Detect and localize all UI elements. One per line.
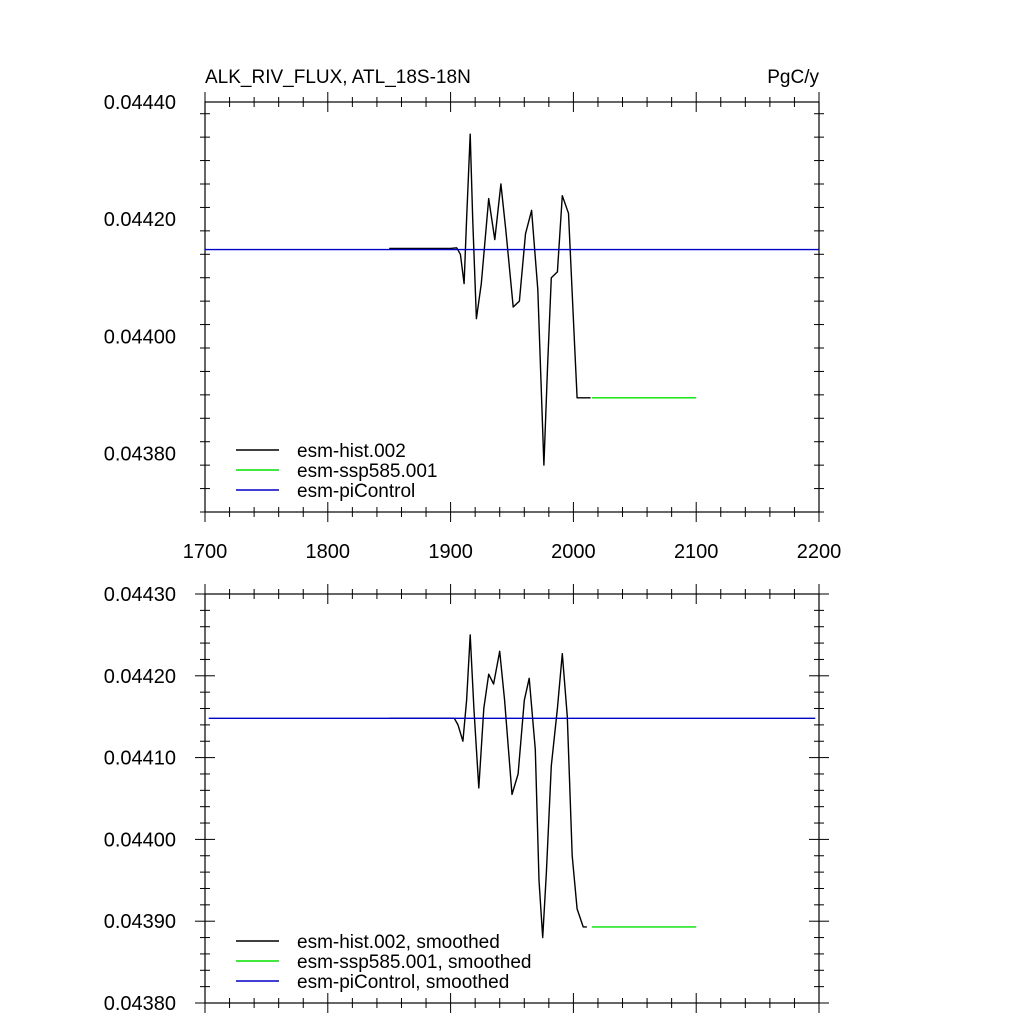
y-tick-label: 0.04390: [104, 911, 176, 933]
series-line-esm-hist-002: [389, 634, 587, 939]
legend-label: esm-hist.002: [297, 441, 406, 462]
y-tick-label: 0.04400: [104, 326, 176, 348]
units-label: PgC/y: [767, 67, 819, 88]
y-tick-label: 0.04440: [104, 92, 176, 114]
x-tick-label: 1900: [428, 541, 473, 563]
legend-label: esm-hist.002, smoothed: [297, 932, 500, 953]
plot-frame: [204, 101, 820, 513]
x-tick-label: 1700: [183, 541, 228, 563]
y-tick-label: 0.04430: [104, 584, 176, 606]
top-panel: ALK_RIV_FLUX, ATL_18S-18N PgC/y 1700 1800…: [104, 67, 842, 563]
y-tick-label: 0.04380: [104, 443, 176, 465]
y-tick-label: 0.04380: [104, 993, 176, 1015]
y-tick-label: 0.04420: [104, 666, 176, 688]
y-tick-label: 0.04410: [104, 748, 176, 770]
top-series: [205, 133, 819, 466]
plot-frame: [204, 593, 820, 1004]
legend-label: esm-piControl, smoothed: [297, 972, 509, 993]
bottom-series: [208, 634, 816, 939]
x-tick-label: 1800: [306, 541, 351, 563]
y-tick-label: 0.04400: [104, 829, 176, 851]
top-axes: 1700 1800 1900 2000 2100 2200 0.04380 0.04400 0.…: [104, 92, 842, 563]
legend-label: esm-piControl: [297, 481, 415, 502]
legend-label: esm-ssp585.001, smoothed: [297, 952, 531, 973]
chart-title: ALK_RIV_FLUX, ATL_18S-18N: [205, 67, 471, 88]
series-line-esm-hist-002: [389, 133, 591, 466]
x-tick-label: 2000: [551, 541, 596, 563]
x-tick-label: 2100: [674, 541, 719, 563]
x-tick-label: 2200: [797, 541, 842, 563]
bottom-axes: 0.04380 0.04390 0.04400 0.04410 0.04420 0.044…: [104, 584, 829, 1015]
legend-label: esm-ssp585.001: [297, 461, 437, 482]
bottom-panel: 0.04380 0.04390 0.04400 0.04410 0.04420 0.044…: [104, 584, 829, 1015]
y-tick-label: 0.04420: [104, 209, 176, 231]
